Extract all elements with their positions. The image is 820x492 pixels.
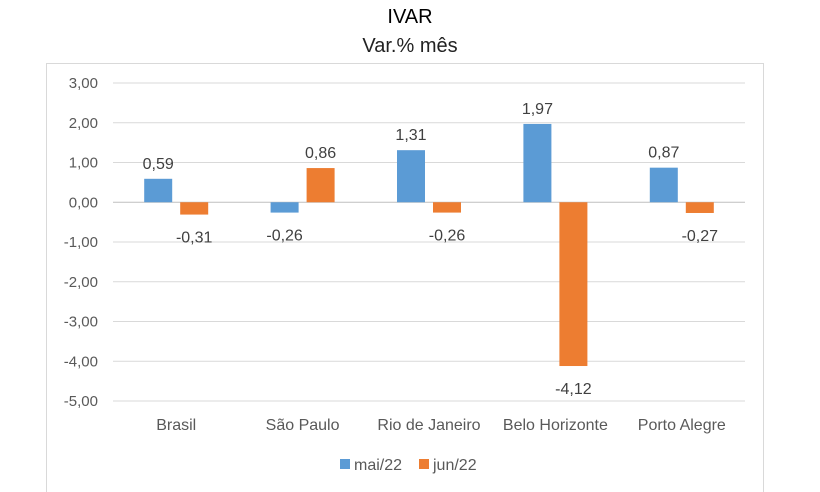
bar-mai22	[523, 123, 552, 203]
bars	[144, 123, 714, 367]
bar-jun22	[306, 168, 335, 203]
legend-swatch-mai22	[340, 459, 350, 469]
x-tick-label: Belo Horizonte	[503, 417, 608, 434]
x-tick-label: São Paulo	[266, 417, 340, 434]
bar-jun22	[685, 202, 714, 213]
bar-mai22	[397, 150, 425, 203]
y-tick-label: -5,00	[64, 393, 98, 410]
data-label: 0,87	[648, 145, 679, 162]
data-label: -0,26	[429, 228, 466, 245]
bar-jun22	[180, 202, 209, 215]
chart-title: IVAR	[387, 6, 433, 28]
bar-mai22	[144, 178, 173, 203]
y-tick-label: 0,00	[69, 194, 98, 211]
data-label: 1,31	[395, 127, 426, 144]
data-label: 1,97	[522, 101, 553, 118]
chart-frame	[46, 63, 764, 492]
axes: 3,00 2,00 1,00 0,00 -1,00 -2,00 -3,00 -4,00 -5,0…	[64, 75, 726, 434]
chart-subtitle: Var.% mês	[362, 35, 458, 57]
y-tick-label: -1,00	[64, 234, 98, 251]
bar-jun22	[559, 202, 588, 367]
legend: mai/22 jun/22	[340, 457, 477, 474]
bar-mai22	[649, 167, 678, 203]
x-tick-label: Brasil	[156, 417, 196, 434]
data-labels: 0,59 -0,31 -0,26 0,86 1,31 -0,26 1,97 -4,12 0,87…	[143, 101, 719, 398]
y-tick-label: 2,00	[69, 115, 98, 132]
y-tick-label: 1,00	[69, 155, 98, 172]
legend-label: mai/22	[354, 457, 402, 474]
bar-jun22	[433, 202, 461, 213]
data-label: -0,27	[682, 228, 719, 245]
data-label: -0,31	[176, 230, 213, 247]
data-label: 0,59	[143, 156, 174, 173]
data-label: 0,86	[305, 145, 336, 162]
y-tick-label: -3,00	[64, 314, 98, 331]
y-tick-label: 3,00	[69, 75, 98, 92]
y-tick-label: -2,00	[64, 274, 98, 291]
x-tick-label: Rio de Janeiro	[377, 417, 480, 434]
gridlines	[113, 82, 745, 402]
y-tick-label: -4,00	[64, 353, 98, 370]
bar-mai22	[270, 202, 299, 213]
legend-swatch-jun22	[419, 459, 429, 469]
x-tick-label: Porto Alegre	[638, 417, 726, 434]
data-label: -4,12	[555, 381, 592, 398]
legend-label: jun/22	[432, 457, 477, 474]
data-label: -0,26	[266, 228, 303, 245]
